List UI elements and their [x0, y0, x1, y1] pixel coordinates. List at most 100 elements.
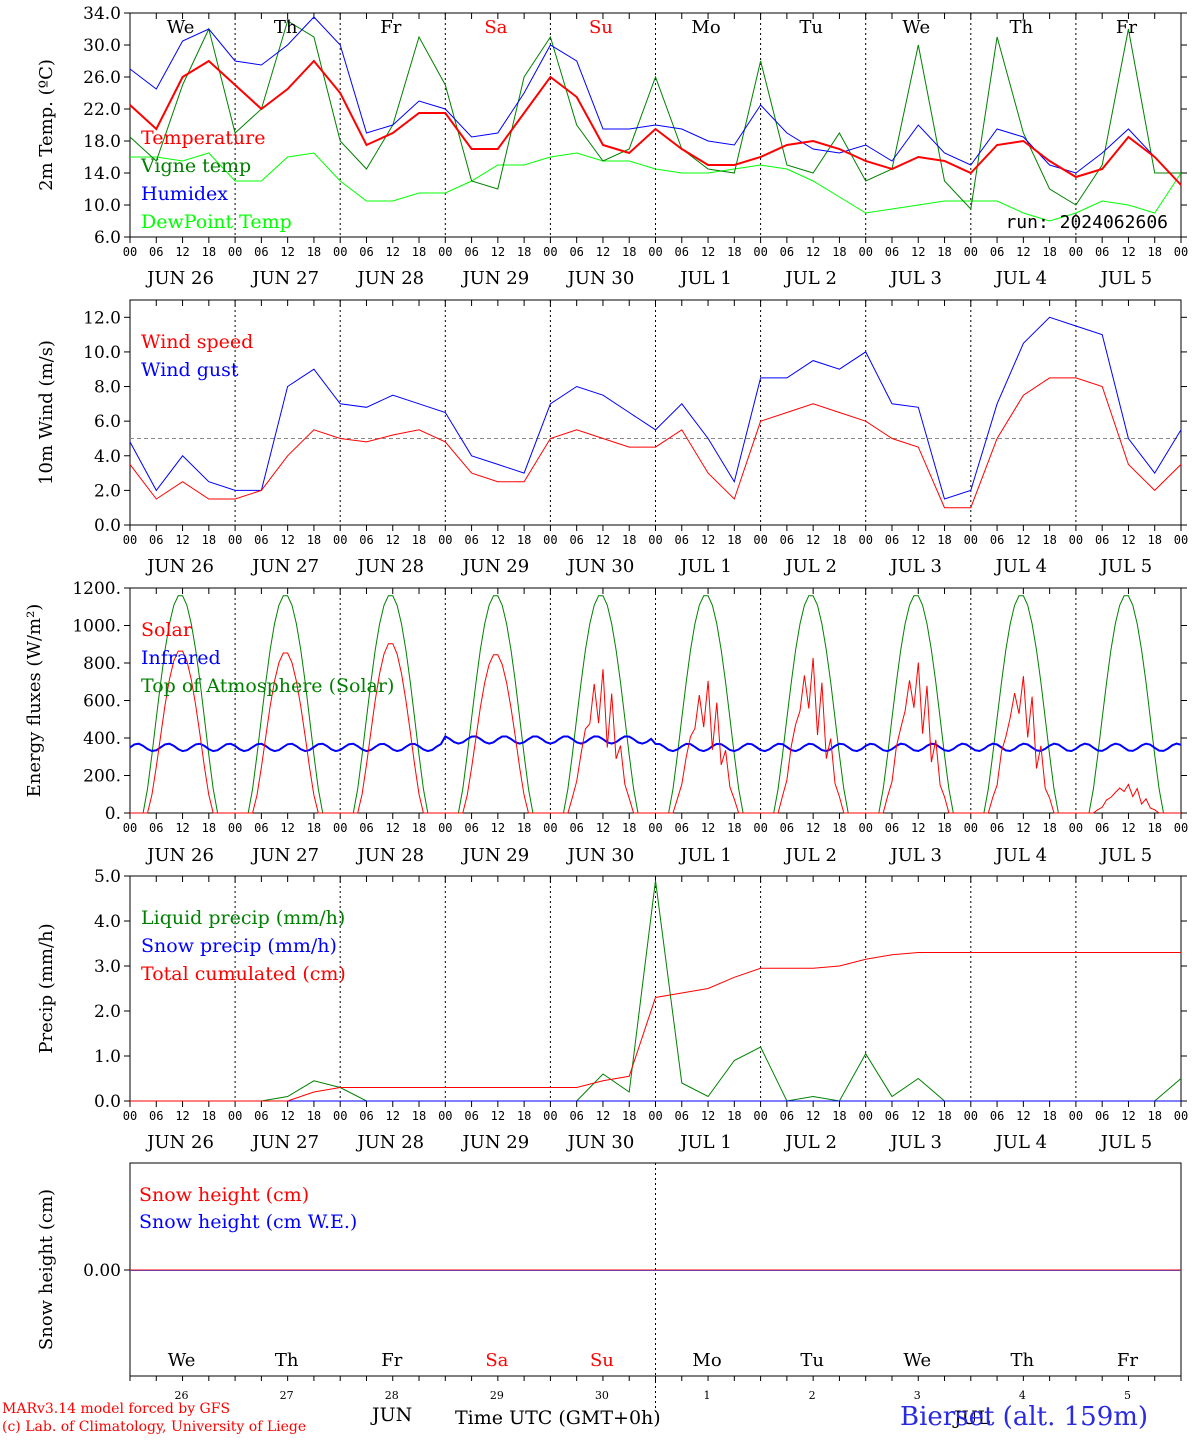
x-tick-label: 06 [569, 533, 583, 547]
day-label: JUL 1 [678, 556, 732, 577]
x-tick-label: 00 [123, 533, 137, 547]
x-tick-label: 00 [753, 1109, 767, 1123]
x-tick-label: 18 [517, 533, 531, 547]
day-label: JUN 27 [250, 1132, 319, 1153]
x-tick-label: 00 [333, 1109, 347, 1123]
day-label: JUN 27 [250, 268, 319, 289]
legend-infrared: Infrared [141, 647, 221, 669]
y-axis-title: Snow height (cm) [36, 1189, 57, 1350]
x-tick-label: 18 [1147, 245, 1161, 259]
day-label: JUN 30 [566, 1132, 635, 1153]
x-tick-label: 06 [885, 1109, 899, 1123]
run-label: run: 2024062606 [1005, 212, 1168, 233]
series-vigne-temp [129, 20, 1181, 211]
legend-wind-speed: Wind speed [141, 331, 253, 353]
x-tick-label: 12 [386, 1109, 400, 1123]
x-tick-label: 12 [806, 1109, 820, 1123]
day-label: JUN 26 [145, 845, 214, 866]
x-tick-label: 06 [569, 821, 583, 835]
legend-snow-height-cm-w-e: Snow height (cm W.E.) [139, 1211, 357, 1233]
x-tick-label: 06 [254, 1109, 268, 1123]
x-tick-label: 18 [1042, 533, 1056, 547]
day-label: JUL 3 [888, 845, 942, 866]
x-tick-label: 18 [307, 1109, 321, 1123]
x-tick-label: 00 [438, 821, 452, 835]
x-tick-label: 06 [464, 821, 478, 835]
x-tick-label: 12 [175, 1109, 189, 1123]
x-tick-label: 18 [1147, 1109, 1161, 1123]
x-tick-label: 18 [622, 821, 636, 835]
x-tick-label: 18 [307, 245, 321, 259]
x-tick-label: 12 [491, 821, 505, 835]
legend-vigne-temp: Vigne temp [140, 155, 251, 177]
weekday-label: Fr [381, 1350, 402, 1371]
day-number: 5 [1124, 1389, 1131, 1402]
x-tick-label: 06 [780, 533, 794, 547]
lab-credit: (c) Lab. of Climatology, University of L… [2, 1419, 307, 1435]
x-tick-label: 18 [937, 1109, 951, 1123]
day-number: 28 [385, 1389, 399, 1402]
day-label: JUN 29 [460, 556, 529, 577]
x-tick-label: 00 [438, 245, 452, 259]
x-tick-label: 00 [228, 1109, 242, 1123]
x-tick-label: 12 [386, 821, 400, 835]
x-tick-label: 06 [780, 821, 794, 835]
y-tick-label: 3.0 [94, 957, 121, 977]
day-label: JUN 27 [250, 556, 319, 577]
y-tick-label: 1200. [72, 579, 121, 599]
x-tick-label: 06 [464, 245, 478, 259]
credits: MARv3.14 model forced by GFS (c) Lab. of… [2, 1400, 306, 1436]
x-tick-label: 18 [202, 245, 216, 259]
x-tick-label: 18 [937, 821, 951, 835]
x-tick-label: 00 [858, 1109, 872, 1123]
series-total-cumulated-cm- [130, 952, 1181, 1102]
x-tick-label: 06 [569, 245, 583, 259]
day-label: JUL 3 [888, 556, 942, 577]
x-tick-label: 12 [280, 533, 294, 547]
day-number: 2 [809, 1389, 816, 1402]
x-tick-label: 00 [858, 245, 872, 259]
day-number: 29 [490, 1389, 504, 1402]
weekday-label: Su [590, 1350, 614, 1371]
x-tick-label: 18 [832, 245, 846, 259]
legend-snow-height-cm: Snow height (cm) [139, 1184, 309, 1206]
x-tick-label: 06 [990, 1109, 1004, 1123]
x-tick-label: 12 [596, 245, 610, 259]
y-tick-label: 6.0 [94, 228, 121, 248]
day-number: 3 [914, 1389, 921, 1402]
legend-wind-gust: Wind gust [141, 359, 239, 381]
x-tick-label: 18 [517, 821, 531, 835]
x-tick-label: 00 [858, 821, 872, 835]
y-tick-label: 400. [83, 729, 121, 749]
x-tick-label: 06 [149, 821, 163, 835]
weekday-label: Tu [799, 17, 823, 38]
x-tick-label: 06 [675, 821, 689, 835]
x-tick-label: 00 [964, 245, 978, 259]
y-tick-label: 22.0 [83, 100, 121, 120]
month-jul-label: JUL [952, 1407, 991, 1429]
x-tick-label: 00 [648, 533, 662, 547]
day-number: 26 [175, 1389, 189, 1402]
y-axis-title: 10m Wind (m/s) [36, 340, 57, 485]
y-axis-title: Energy fluxes (W/m²) [24, 604, 45, 798]
series-wind-gust [129, 316, 1182, 500]
day-label: JUL 3 [888, 268, 942, 289]
x-tick-label: 12 [806, 533, 820, 547]
x-tick-label: 18 [622, 1109, 636, 1123]
day-label: JUN 28 [355, 845, 424, 866]
x-tick-label: 06 [1095, 245, 1109, 259]
day-label: JUN 29 [460, 268, 529, 289]
day-label: JUL 5 [1099, 268, 1153, 289]
x-tick-label: 00 [1069, 821, 1083, 835]
x-tick-label: 00 [228, 533, 242, 547]
legend-humidex: Humidex [141, 183, 228, 205]
x-tick-label: 00 [648, 1109, 662, 1123]
legend-snow-precip-mm-h: Snow precip (mm/h) [141, 935, 337, 957]
weekday-label: Fr [380, 17, 401, 38]
y-tick-label: 5.0 [94, 867, 121, 887]
day-label: JUL 5 [1099, 1132, 1153, 1153]
x-tick-label: 06 [254, 533, 268, 547]
x-tick-label: 06 [885, 821, 899, 835]
x-tick-label: 12 [701, 245, 715, 259]
